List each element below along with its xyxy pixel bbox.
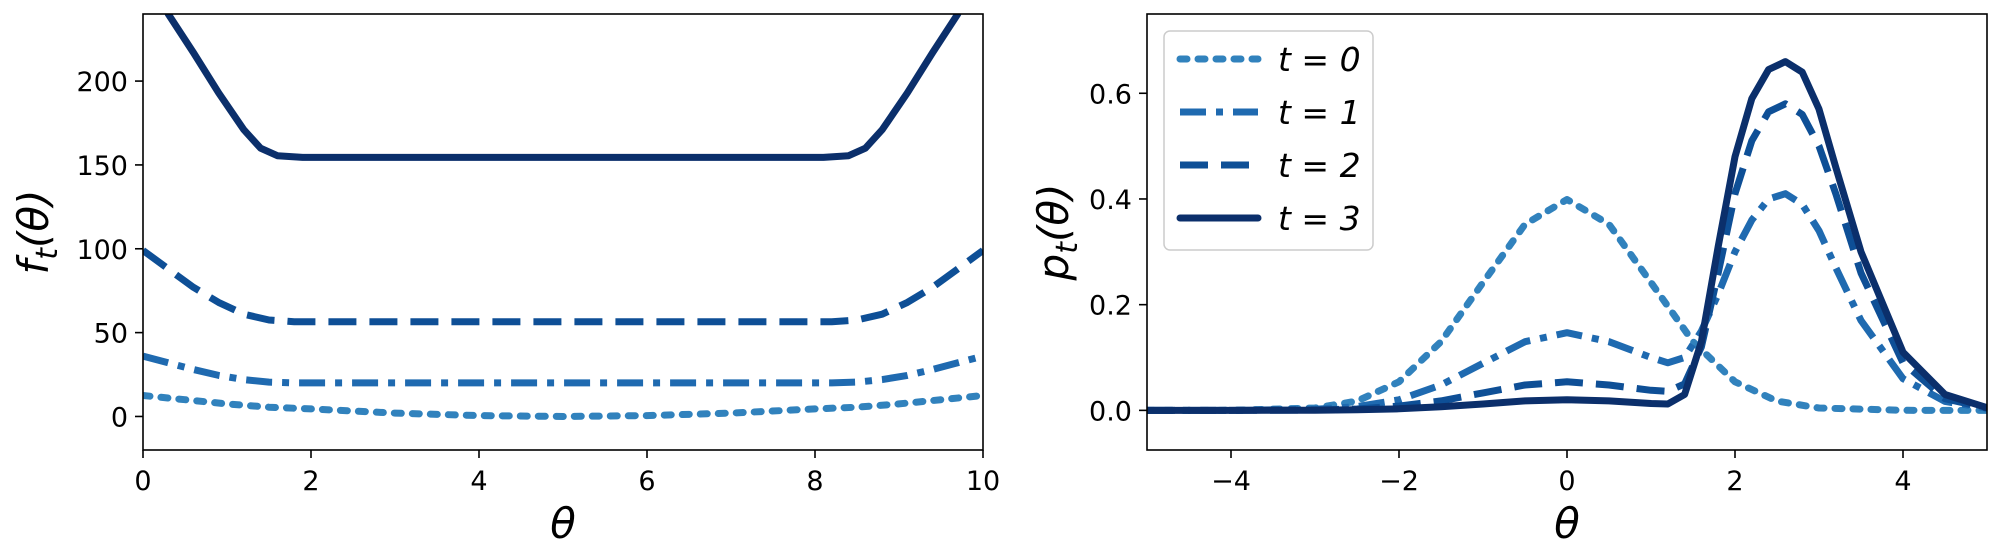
x-tick-label-right: −4 xyxy=(1211,466,1251,497)
series-line-left-t-0 xyxy=(143,392,983,420)
chart-panel-right: −4 −2 0 2 40.00.20.40.6 θ pt(θ) t = 0t = 1t … xyxy=(1029,13,1988,548)
y-tick-label-right: 0.4 xyxy=(1089,185,1132,216)
x-tick-label-left: 2 xyxy=(302,466,319,497)
legend-label: t = 3 xyxy=(1278,199,1361,238)
y-axis-label-right: pt(θ) xyxy=(1029,184,1085,282)
series-line-right-t-0 xyxy=(1147,196,1987,414)
x-tick-label-right: 0 xyxy=(1558,466,1575,497)
legend-label: t = 2 xyxy=(1278,146,1361,185)
series-layer-right xyxy=(1147,58,1987,414)
y-tick-label-left: 150 xyxy=(76,151,128,182)
legend-box xyxy=(1163,30,1374,251)
legend-label: t = 1 xyxy=(1278,93,1361,132)
y-tick-label-left: 100 xyxy=(76,235,128,266)
series-line-right-t-3 xyxy=(1147,58,1987,414)
y-axis-label-left: ft(θ) xyxy=(9,189,65,274)
x-tick-label-left: 8 xyxy=(806,466,823,497)
y-tick-label-left: 200 xyxy=(76,67,128,98)
plot-frame-left xyxy=(142,13,984,451)
series-layer-left xyxy=(143,14,983,420)
y-tick-label-left: 50 xyxy=(94,319,128,350)
y-tick-label-right: 0.6 xyxy=(1089,79,1132,110)
legend: t = 0 t = 1 t = 2 t = 3 xyxy=(1163,30,1374,251)
y-tick-label-left: 0 xyxy=(111,402,128,433)
y-tick-label-right: 0.0 xyxy=(1089,396,1132,427)
x-tick-label-left: 0 xyxy=(134,466,151,497)
x-axis-label-left: θ xyxy=(550,499,576,548)
series-line-left-t-3 xyxy=(164,14,962,161)
y-tick-label-right: 0.2 xyxy=(1089,291,1132,322)
x-tick-label-right: 4 xyxy=(1894,466,1911,497)
legend-label: t = 0 xyxy=(1278,40,1361,79)
x-tick-label-left: 4 xyxy=(470,466,487,497)
x-tick-label-right: −2 xyxy=(1379,466,1419,497)
series-line-left-t-1 xyxy=(143,352,983,387)
x-tick-label-left: 6 xyxy=(638,466,655,497)
series-line-left-t-2 xyxy=(143,247,983,326)
ticks-layer-right: −4 −2 0 2 4 0.0 0.2 0.4 0.6 xyxy=(1089,79,1912,497)
x-tick-label-left: 10 xyxy=(966,466,1000,497)
x-tick-label-right: 2 xyxy=(1726,466,1743,497)
x-axis-label-right: θ xyxy=(1554,499,1580,548)
